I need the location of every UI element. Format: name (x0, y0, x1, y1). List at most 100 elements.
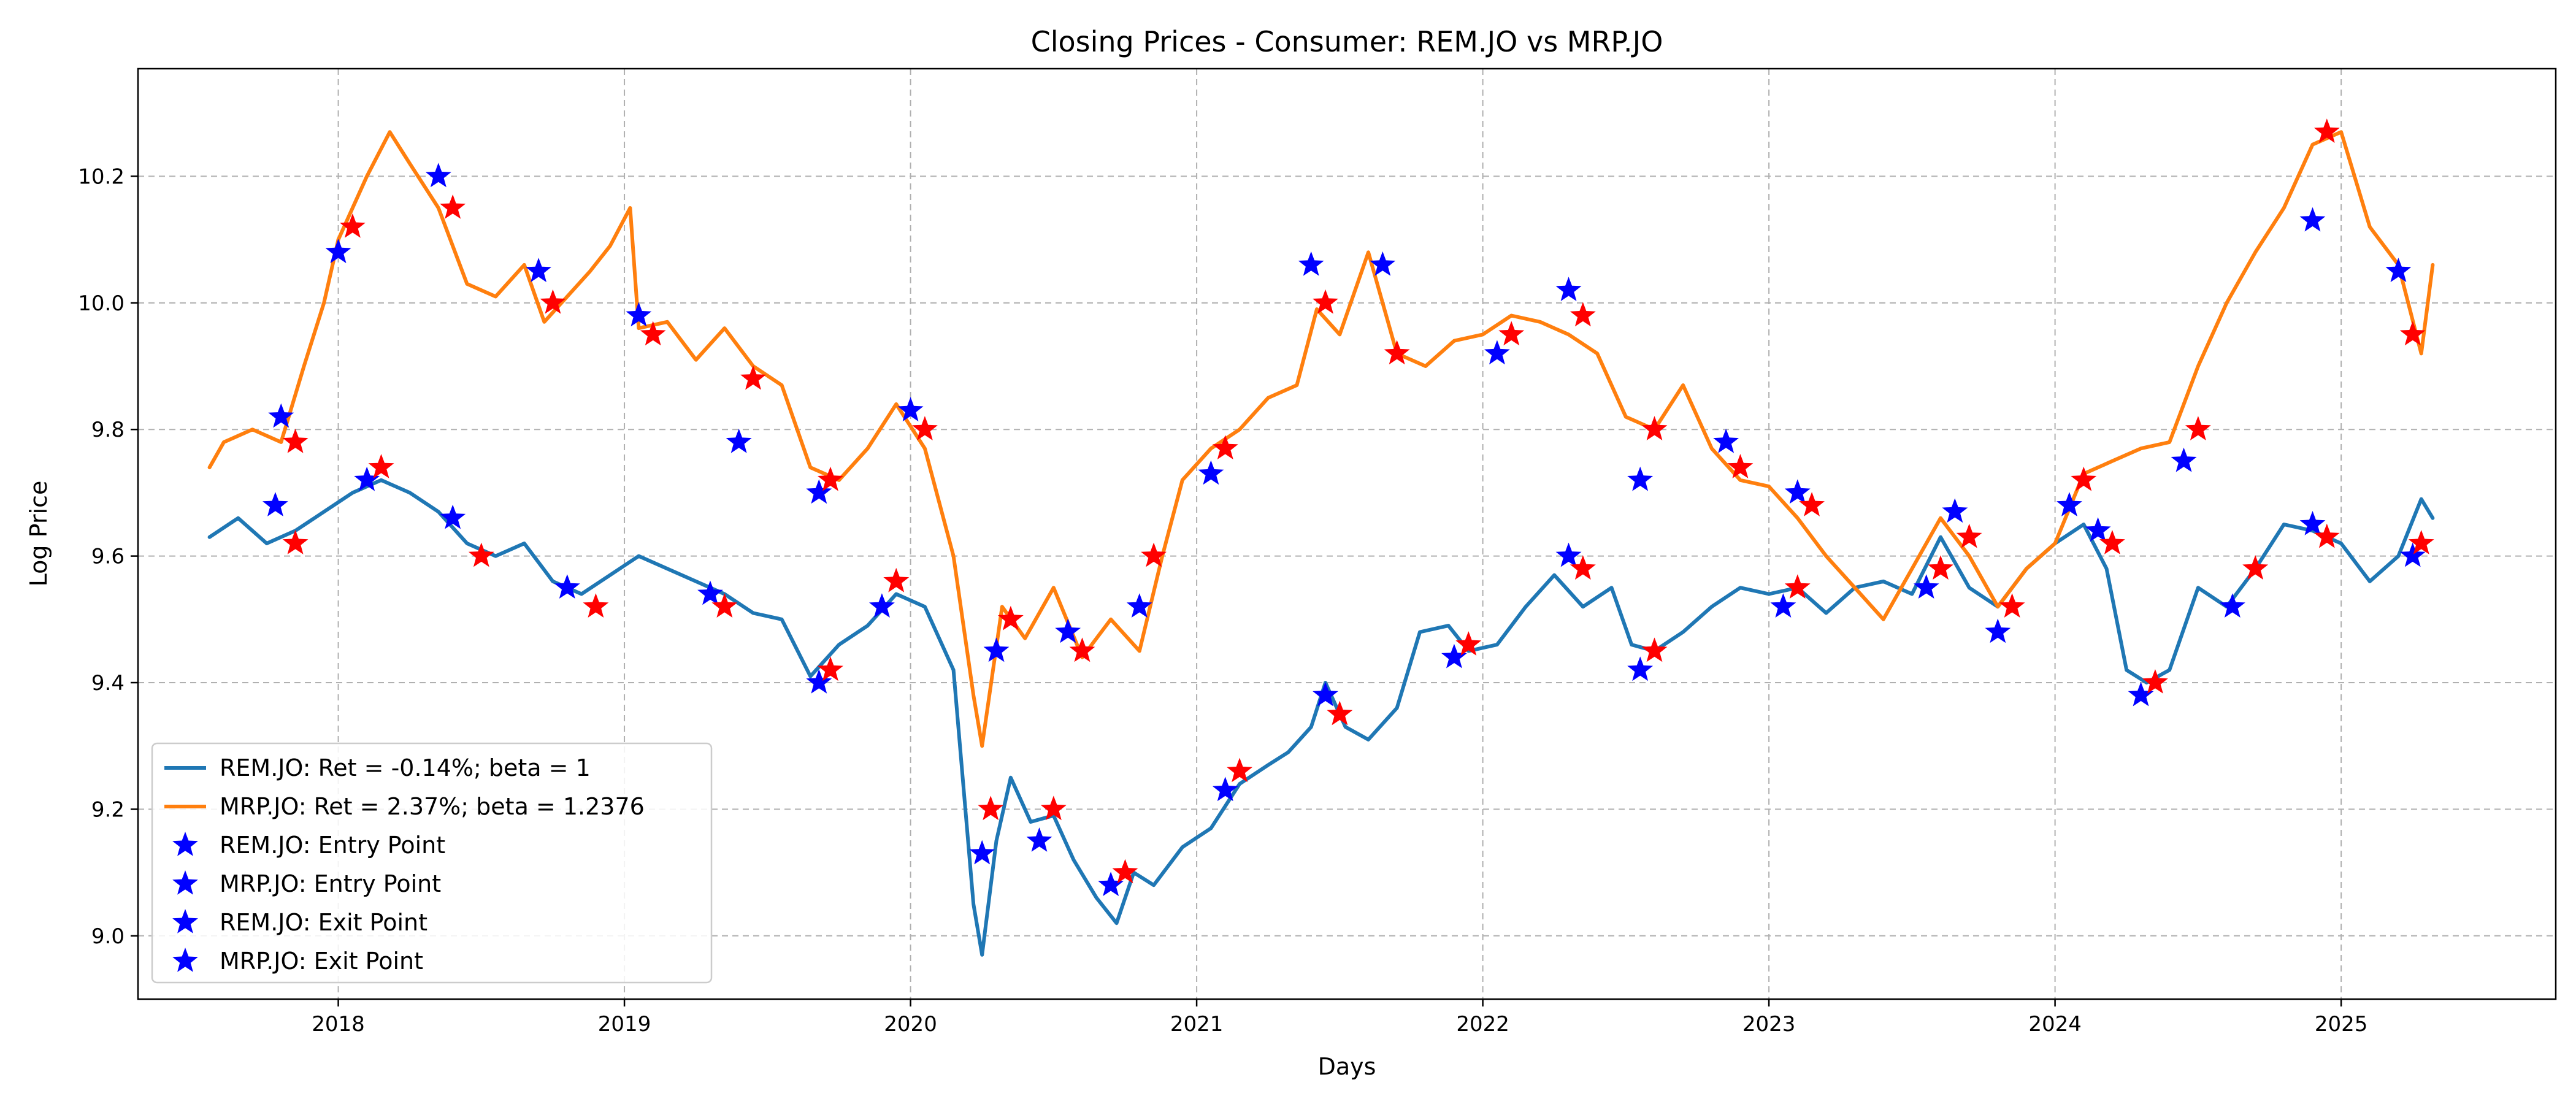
marker-point-5 (1498, 321, 1525, 346)
marker-point-2 (806, 669, 832, 694)
marker-point-4 (2242, 555, 2269, 580)
legend-label: REM.JO: Ret = -0.14%; beta = 1 (220, 754, 591, 781)
legend: REM.JO: Ret = -0.14%; beta = 1 MRP.JO: Re… (151, 742, 713, 984)
marker-point-2 (697, 580, 723, 605)
marker-point-2 (2219, 593, 2245, 618)
legend-box (151, 742, 713, 984)
x-tick-label: 2024 (2028, 1012, 2082, 1037)
marker-point-2 (354, 466, 380, 491)
marker-point-4 (1112, 859, 1138, 884)
x-tick-label: 2019 (598, 1012, 651, 1037)
marker-point-3 (2057, 492, 2082, 516)
y-tick-label: 10.2 (78, 164, 125, 189)
marker-point-5 (1727, 454, 1754, 478)
marker-point-4 (1040, 795, 1067, 821)
marker-point-3 (2171, 447, 2197, 472)
marker-point-4 (2313, 523, 2340, 548)
marker-point-4 (2099, 530, 2125, 554)
marker-point-5 (997, 605, 1024, 631)
marker-point-4 (818, 656, 843, 681)
marker-point-3 (1942, 498, 1968, 523)
x-tick-label: 2023 (1742, 1012, 1796, 1037)
marker-point-5 (2399, 321, 2426, 346)
marker-point-2 (969, 840, 995, 865)
marker-point-5 (2313, 118, 2340, 143)
marker-point-4 (2142, 669, 2168, 694)
marker-point-5 (912, 416, 938, 440)
marker-point-2 (554, 574, 580, 599)
marker-point-5 (1641, 416, 1668, 440)
y-axis-title: Log Price (25, 481, 52, 587)
marker-point-4 (282, 530, 309, 554)
x-tick-label: 2022 (1456, 1012, 1509, 1037)
x-tick-label: 2020 (884, 1012, 937, 1037)
marker-point-3 (1198, 460, 1224, 485)
y-tick-label: 10.0 (78, 291, 125, 316)
marker-point-3 (2299, 207, 2326, 232)
legend-swatch-star (172, 870, 198, 895)
marker-point-3 (806, 479, 832, 504)
marker-point-2 (263, 492, 288, 516)
marker-point-2 (1441, 643, 1467, 669)
marker-point-2 (1313, 681, 1338, 707)
marker-point-4 (2408, 530, 2434, 554)
marker-point-4 (883, 567, 910, 592)
legend-label: REM.JO: Entry Point (220, 832, 445, 859)
series-line-1 (207, 130, 2435, 748)
series-layer (207, 130, 2435, 957)
marker-point-3 (1126, 593, 1152, 618)
marker-point-5 (640, 321, 666, 346)
y-tick-label: 9.8 (91, 418, 125, 442)
marker-point-2 (1098, 872, 1124, 896)
legend-label: MRP.JO: Ret = 2.37%; beta = 1.2376 (220, 793, 645, 820)
marker-point-5 (1570, 302, 1596, 327)
marker-point-4 (1641, 637, 1668, 662)
marker-point-2 (869, 593, 895, 618)
marker-point-3 (1555, 277, 1582, 301)
marker-point-3 (1370, 251, 1396, 276)
marker-point-4 (1999, 593, 2025, 618)
marker-point-3 (425, 163, 451, 188)
y-tick-label: 9.6 (91, 545, 125, 569)
marker-point-5 (1069, 637, 1095, 662)
marker-point-3 (726, 428, 752, 453)
marker-point-5 (540, 289, 566, 314)
marker-point-5 (1212, 435, 1238, 459)
marker-point-4 (368, 454, 394, 478)
marker-point-3 (983, 637, 1010, 662)
marker-point-2 (440, 504, 466, 529)
y-tick-label: 9.2 (91, 797, 125, 822)
marker-point-3 (897, 397, 924, 422)
tick-layer: 2018 2019 2020 2021 2022 2023 2024 2025 9.0 9.2 9.… (78, 164, 2367, 1037)
y-tick-label: 9.0 (91, 924, 125, 949)
marker-point-4 (1327, 700, 1353, 726)
x-tick-label: 2025 (2315, 1012, 2368, 1037)
legend-swatch-star (172, 909, 198, 933)
marker-point-3 (1055, 618, 1081, 643)
marker-point-2 (2085, 517, 2111, 542)
marker-point-5 (340, 213, 366, 238)
marker-point-3 (1484, 340, 1510, 365)
plot-frame (137, 67, 2557, 1000)
marker-point-2 (1770, 593, 1796, 618)
y-tick-label: 9.4 (91, 671, 125, 696)
marker-point-3 (626, 302, 652, 327)
marker-point-4 (1455, 631, 1482, 656)
marker-point-5 (440, 194, 466, 219)
marker-point-2 (1212, 776, 1238, 802)
marker-point-5 (282, 428, 309, 453)
marker-point-5 (1799, 492, 1825, 516)
marker-point-3 (1298, 251, 1324, 276)
marker-point-4 (978, 795, 1004, 821)
marker-layer (263, 118, 2434, 896)
legend-swatch-star (172, 832, 198, 856)
marker-point-2 (1026, 827, 1052, 852)
marker-point-5 (818, 466, 843, 491)
marker-point-4 (1784, 574, 1811, 599)
marker-point-3 (325, 239, 351, 264)
marker-point-3 (1713, 428, 1739, 453)
legend-label: MRP.JO: Entry Point (220, 870, 441, 897)
marker-point-2 (2299, 511, 2326, 535)
